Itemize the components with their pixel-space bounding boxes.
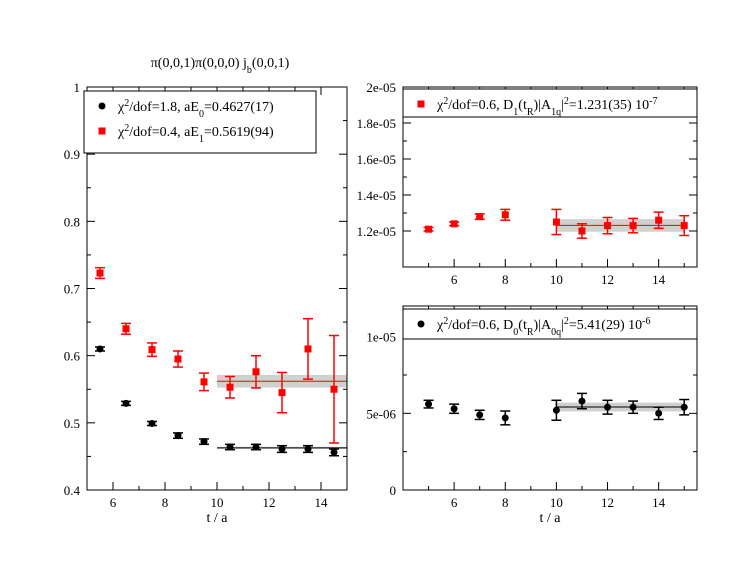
data-point [304, 345, 312, 353]
data-point [604, 403, 612, 411]
series-D1A1q [423, 208, 690, 239]
legend: χ2/dof=1.8, aE0=0.4627(17) χ2/dof=0.4, aE… [83, 90, 317, 154]
x-tick-label: 6 [451, 495, 458, 510]
legend-entry: χ2/dof=0.6, D0(tR)|A0q|2=5.41(29) 10-6 [436, 316, 650, 338]
data-point [304, 445, 312, 453]
legend-box [83, 90, 317, 154]
data-point [226, 443, 234, 451]
data-point [122, 399, 130, 407]
legend: χ2/dof=0.6, D1(tR)|A1q|2=1.231(35) 10-7 [402, 88, 698, 118]
data-point [476, 411, 484, 419]
data-point [552, 406, 560, 414]
x-tick-label: 12 [263, 495, 276, 510]
y-tick-label: 1e-05 [366, 330, 396, 345]
legend: χ2/dof=0.6, D0(tR)|A0q|2=5.41(29) 10-6 [402, 308, 698, 340]
chart-left: 6 8 10 12 14 0.4 0.5 0.6 0.7 0.8 0.9 1 t / a χ2/dof=1… [64, 56, 348, 526]
data-point [501, 211, 509, 219]
legend-marker [417, 100, 425, 108]
y-tick-label: 1.4e-05 [357, 188, 396, 203]
x-tick-label: 8 [502, 272, 509, 287]
data-point [148, 420, 156, 428]
y-tick-label: 0 [390, 483, 397, 498]
y-tick-label: 0.8 [64, 214, 80, 229]
data-point [552, 218, 560, 226]
data-point [578, 397, 586, 405]
chart-bottom-right: 6 8 10 12 14 0 5e-06 1e-05 t / a χ2/dof=0.6, D0(t… [366, 305, 698, 526]
x-tick-label: 8 [502, 495, 509, 510]
x-tick-label: 14 [652, 272, 666, 287]
data-point [148, 346, 156, 354]
data-point [330, 448, 338, 456]
data-point [476, 213, 484, 221]
y-tick-label: 0.9 [64, 147, 80, 162]
series-E1 [95, 266, 339, 444]
data-point [680, 403, 688, 411]
x-tick-label: 14 [315, 495, 329, 510]
data-point [655, 409, 663, 417]
data-point [680, 222, 688, 230]
legend-marker [417, 320, 425, 328]
x-tick-label: 12 [601, 272, 614, 287]
data-point [330, 385, 338, 393]
data-point [122, 325, 130, 333]
x-tick-label: 6 [110, 495, 117, 510]
data-point [578, 227, 586, 235]
x-tick-label: 14 [652, 495, 666, 510]
chart-top-right: 6 8 10 12 14 1.2e-05 1.4e-05 1.6e-05 1.8e-05 2e-0… [357, 80, 698, 287]
legend-box [402, 88, 698, 118]
data-point [252, 368, 260, 376]
chart-title: π(0,0,1)π(0,0,0) jb(0,0,1) [151, 56, 290, 76]
data-point [96, 345, 104, 353]
data-point [629, 222, 637, 230]
data-point [278, 389, 286, 397]
x-tick-label: 8 [162, 495, 169, 510]
data-point [174, 432, 182, 440]
data-point [200, 378, 208, 386]
data-point [278, 445, 286, 453]
x-tick-label: 10 [550, 495, 563, 510]
data-point [425, 400, 433, 408]
y-tick-label: 1.6e-05 [357, 152, 396, 167]
x-axis-label: t / a [207, 511, 229, 526]
x-tick-label: 10 [211, 495, 224, 510]
series-D0A0q [423, 392, 690, 426]
legend-box [402, 308, 698, 340]
y-tick-label: 2e-05 [366, 80, 396, 95]
data-point [226, 383, 234, 391]
y-tick-label: 1.8e-05 [357, 116, 396, 131]
data-point [252, 443, 260, 451]
y-tick-label: 5e-06 [366, 406, 396, 421]
legend-entry: χ2/dof=1.8, aE0=0.4627(17) [117, 98, 274, 120]
y-tick-label: 0.5 [64, 416, 80, 431]
data-point [425, 225, 433, 233]
legend-marker [98, 127, 106, 135]
legend-entry: χ2/dof=0.4, aE1=0.5619(94) [117, 123, 274, 145]
data-point [655, 216, 663, 224]
y-tick-label: 0.6 [64, 349, 81, 364]
data-point [629, 403, 637, 411]
series-E0 [95, 345, 339, 457]
legend-entry: χ2/dof=0.6, D1(tR)|A1q|2=1.231(35) 10-7 [436, 96, 657, 118]
data-point [174, 355, 182, 363]
data-point [200, 438, 208, 446]
plot-frame [402, 305, 698, 491]
y-tick-label: 0.7 [64, 282, 81, 297]
x-tick-label: 6 [451, 272, 458, 287]
x-axis-label: t / a [540, 511, 562, 526]
y-tick-label: 1 [74, 80, 81, 95]
x-tick-label: 12 [601, 495, 614, 510]
data-point [450, 220, 458, 228]
data-point [96, 269, 104, 277]
data-point [450, 405, 458, 413]
y-tick-label: 0.4 [64, 483, 81, 498]
data-point [604, 222, 612, 230]
y-tick-label: 1.2e-05 [357, 224, 396, 239]
data-point [501, 414, 509, 422]
legend-marker [98, 102, 106, 110]
x-tick-label: 10 [550, 272, 563, 287]
